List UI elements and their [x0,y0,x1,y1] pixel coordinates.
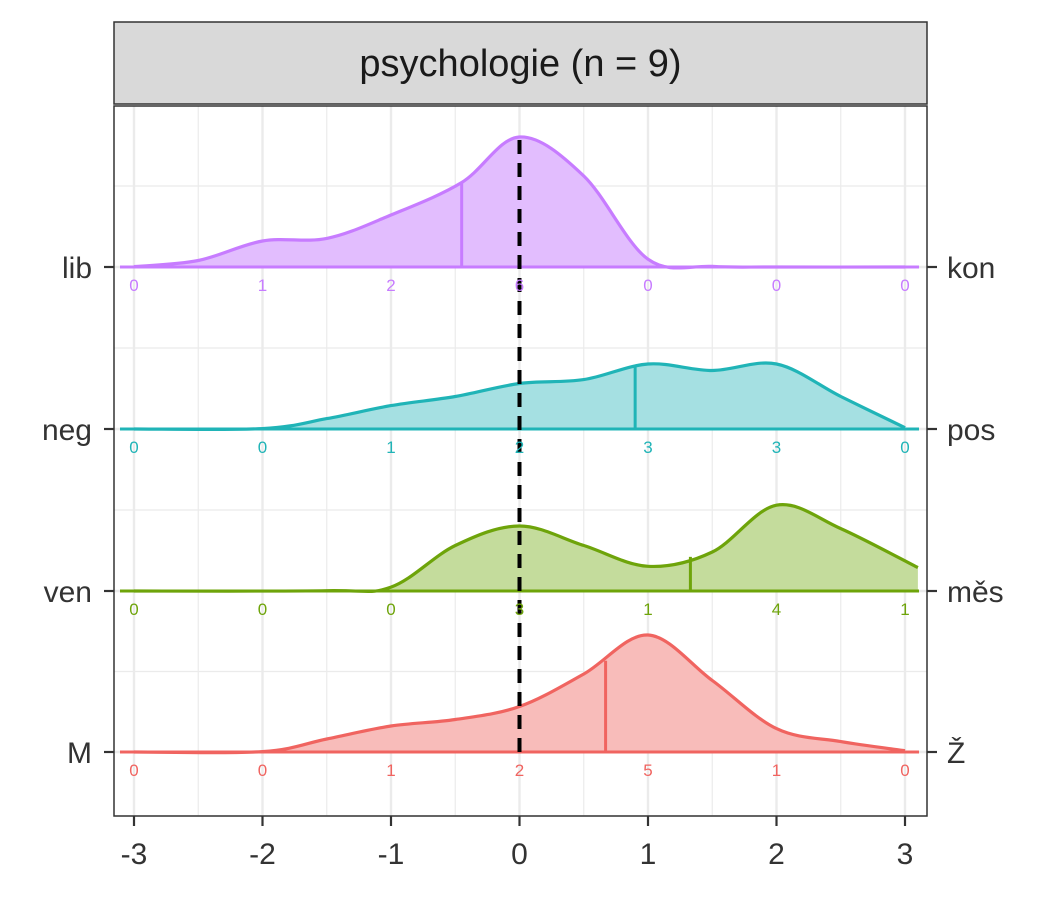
count-label: 4 [772,600,781,619]
y-label-left: M [67,737,92,770]
x-tick-label: 1 [640,838,657,871]
count-label: 0 [258,600,267,619]
axes: lib kon neg pos ven měs M Ž -3 -2 -1 0 1 2 3 [42,252,1004,871]
ridge-area [134,634,905,753]
count-label: 2 [515,438,524,457]
count-label: 0 [772,276,781,295]
count-label: 1 [386,438,395,457]
ridge-outline [133,633,906,755]
count-label: 6 [515,276,524,295]
x-tick-label: -2 [249,838,276,871]
count-label: 1 [258,276,267,295]
count-label: 3 [515,600,524,619]
count-label: 0 [386,600,395,619]
x-tick-label: 3 [897,838,914,871]
count-label: 0 [643,276,652,295]
count-label: 2 [386,276,395,295]
count-label: 0 [129,276,138,295]
y-label-right: pos [947,414,995,447]
y-label-right: kon [947,252,995,285]
ridge-area [134,504,918,592]
y-label-left: lib [62,252,92,285]
count-label: 1 [900,600,909,619]
x-tick-label: -1 [378,838,405,871]
ridge-area [134,136,905,269]
x-tick-label: 2 [768,838,785,871]
facet-title: psychologie (n = 9) [359,43,681,85]
count-label: 1 [772,761,781,780]
count-label: 0 [900,276,909,295]
count-label: 1 [643,600,652,619]
count-label: 0 [900,761,909,780]
x-tick-label: 0 [511,838,528,871]
y-label-right: Ž [947,737,965,770]
count-label: 0 [129,761,138,780]
count-label: 5 [643,761,652,780]
count-labels: 0 1 2 6 0 0 00 0 1 2 3 3 00 0 0 3 1 4 10 0 1 2 5 1 0 [129,276,909,780]
count-label: 1 [386,761,395,780]
facet-strip [113,21,928,105]
count-label: 0 [258,761,267,780]
ridge-outline [133,361,906,432]
x-tick-label: -3 [121,838,148,871]
count-label: 0 [900,438,909,457]
count-label: 0 [129,438,138,457]
count-label: 0 [258,438,267,457]
count-label: 3 [772,438,781,457]
count-label: 3 [643,438,652,457]
count-label: 0 [129,600,138,619]
count-label: 2 [515,761,524,780]
y-label-left: neg [42,414,92,447]
y-label-right: měs [947,576,1004,609]
y-label-left: ven [44,576,92,609]
